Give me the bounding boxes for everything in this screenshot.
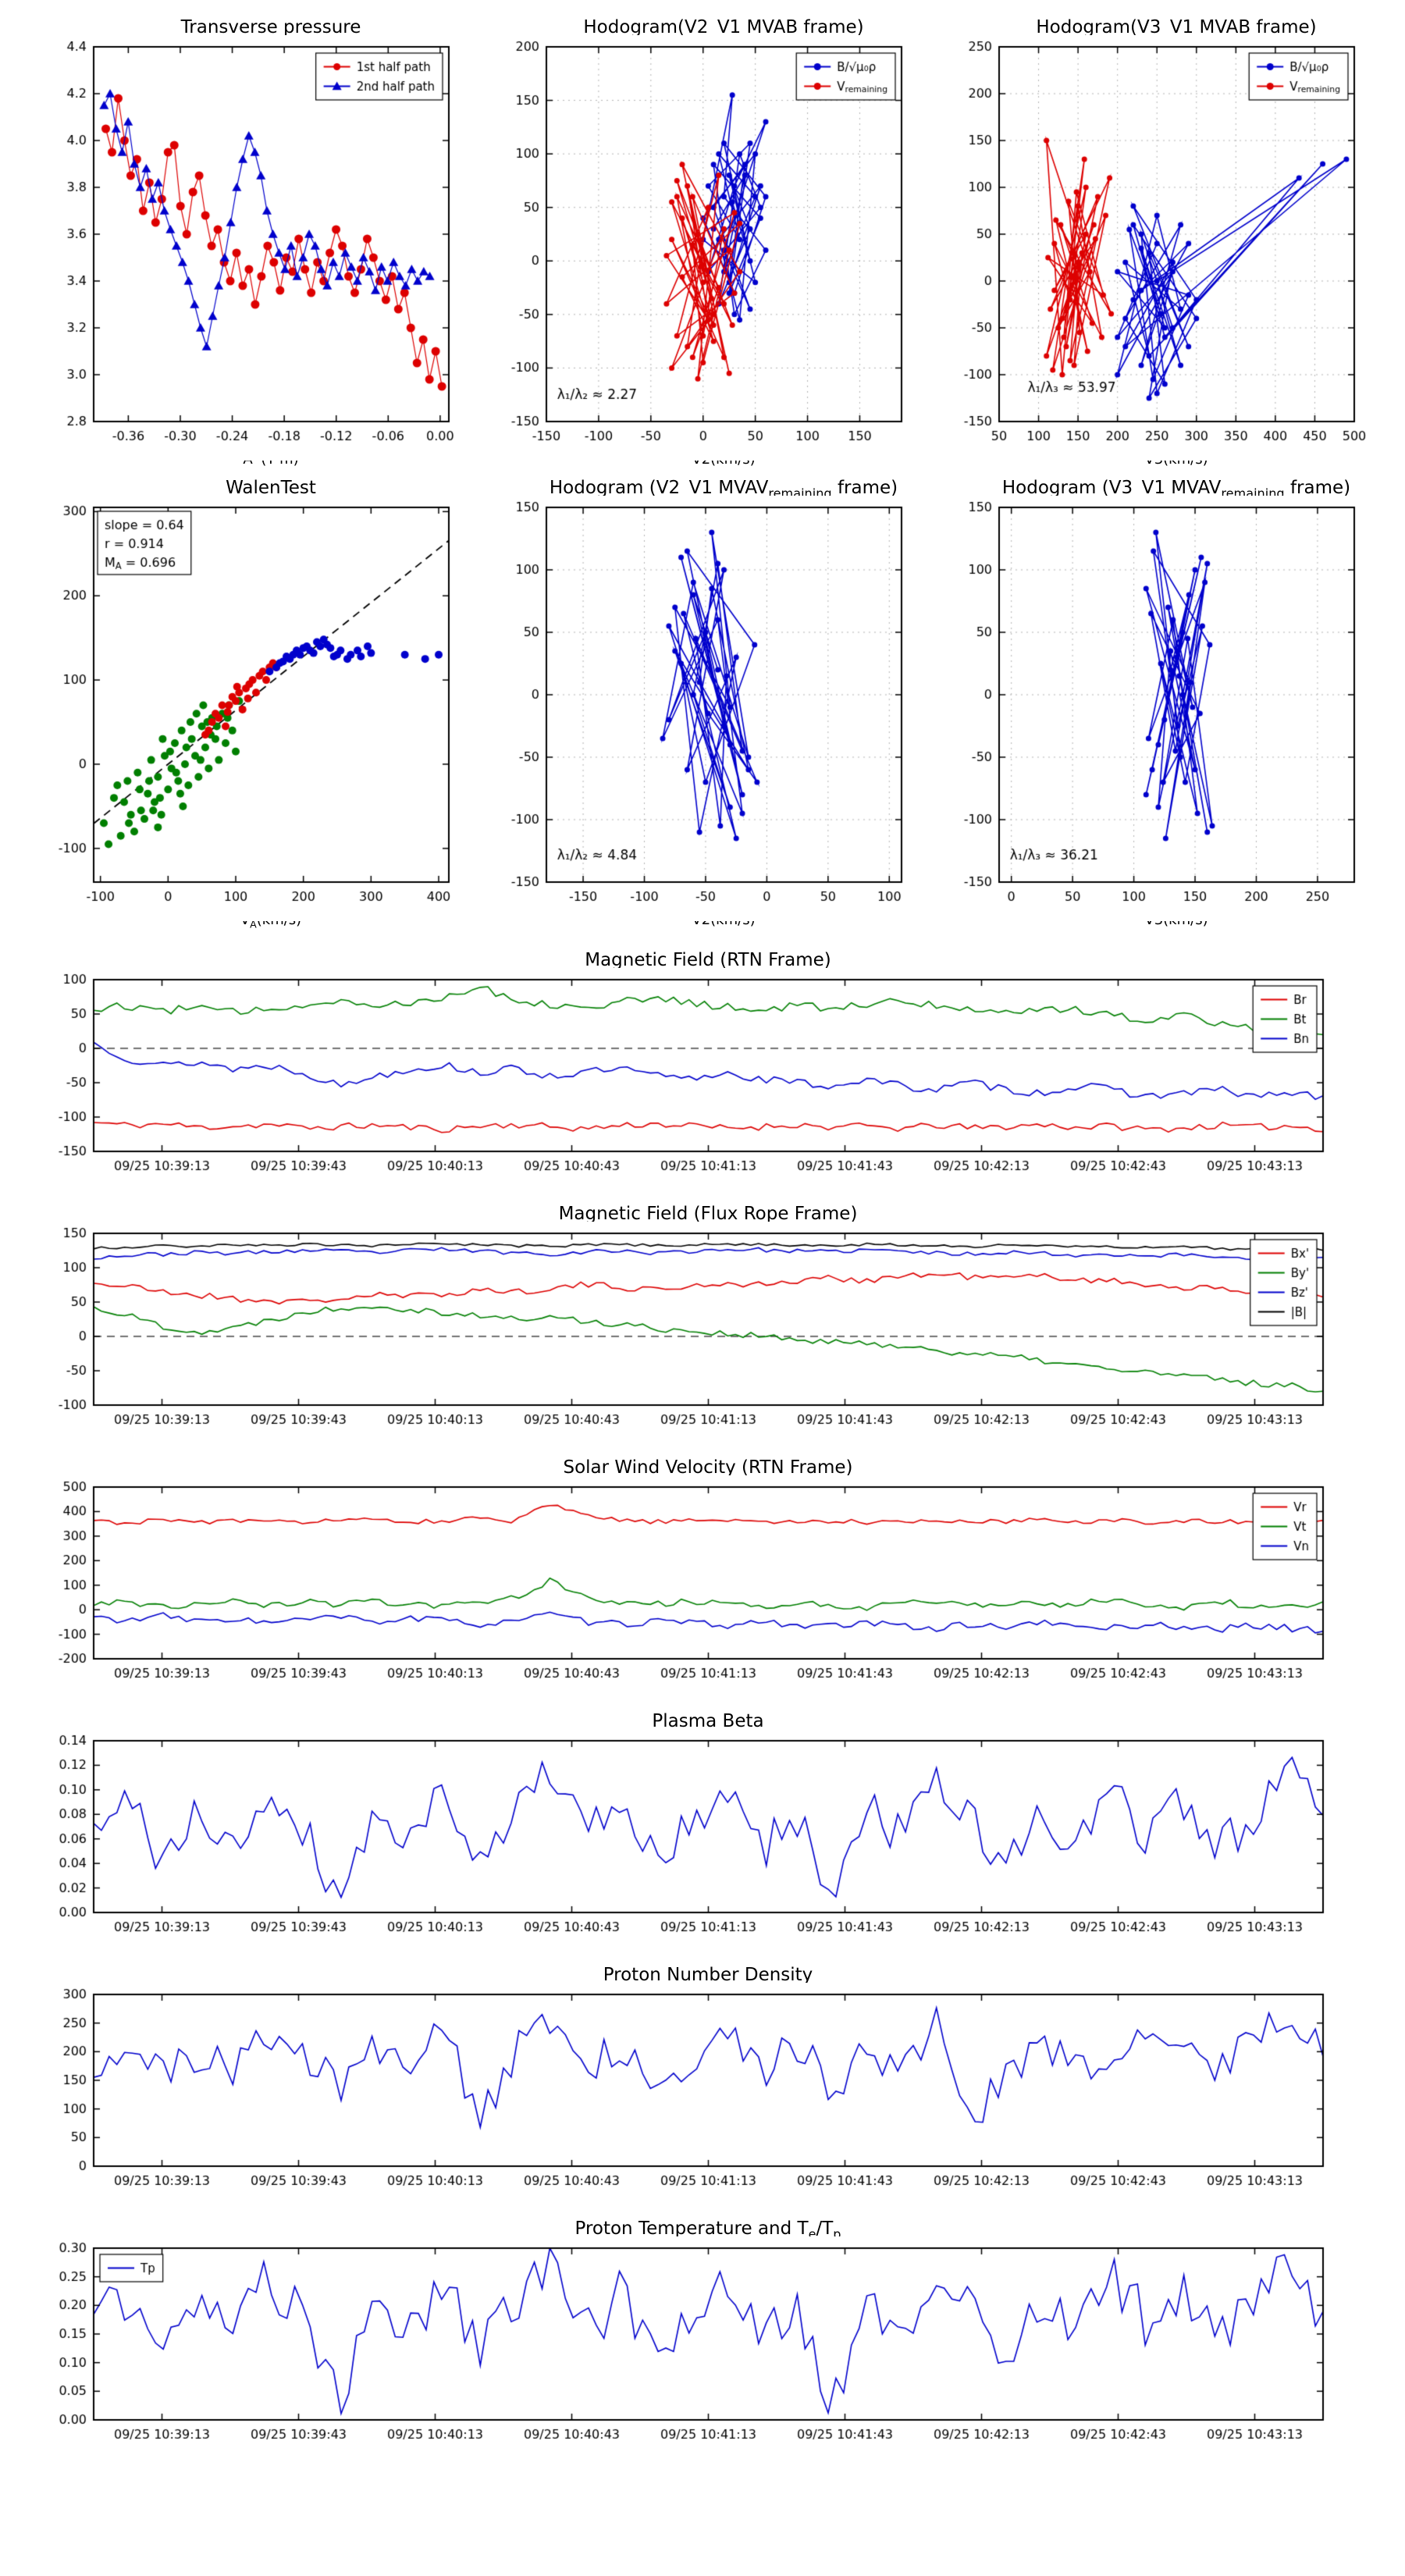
hodogram-v2v1-mvab-chart	[480, 35, 921, 461]
proton-temperature-chart	[27, 2236, 1343, 2459]
pressure-chart	[27, 35, 468, 461]
solar-wind-velocity-chart	[27, 1475, 1343, 1698]
proton-temperature-title: Proton Temperature and Te/Tp	[574, 2218, 841, 2242]
solar-wind-velocity-title: Solar Wind Velocity (RTN Frame)	[563, 1457, 853, 1478]
plasma-beta-chart	[27, 1729, 1343, 1952]
hodogram-v3v1-mvab-chart	[933, 35, 1374, 461]
plasma-beta-title: Plasma Beta	[652, 1711, 764, 1731]
proton-density-title: Proton Number Density	[603, 1965, 813, 1985]
hodogram-mvab-v2-title: Hodogram(V2_V1 MVAB frame)	[583, 17, 864, 37]
magnetic-field-rtn-chart	[27, 968, 1343, 1190]
magnetic-field-rtn-title: Magnetic Field (RTN Frame)	[585, 950, 831, 970]
magnetic-field-flux-rope-title: Magnetic Field (Flux Rope Frame)	[558, 1204, 858, 1224]
hodogram-v3v1-mvav-chart	[933, 496, 1374, 921]
hodogram-v2v1-mvav-chart	[480, 496, 921, 921]
walen-test-chart	[27, 496, 468, 921]
hodogram-mvav-v3-title: Hodogram (V3_V1 MVAVremaining frame)	[1001, 478, 1351, 501]
pressure-title: Transverse pressure	[180, 17, 361, 37]
walen-test-title: WalenTest	[226, 478, 316, 498]
hodogram-mvab-v3-title: Hodogram(V3_V1 MVAB frame)	[1036, 17, 1317, 37]
proton-density-chart	[27, 1983, 1343, 2205]
magnetic-field-flux-rope-chart	[27, 1222, 1343, 1444]
